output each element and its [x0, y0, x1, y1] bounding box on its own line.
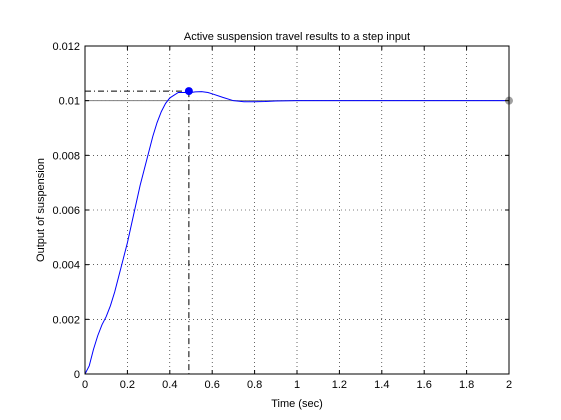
y-tick-label: 0.008: [52, 150, 80, 162]
series-line: [84, 91, 509, 375]
ticks: [84, 45, 510, 375]
chart-title: Active suspension travel results to a st…: [184, 31, 410, 43]
x-axis-title: Time (sec): [271, 398, 323, 410]
x-tick-label: 1.8: [459, 379, 474, 391]
x-tick-label: 0.2: [120, 379, 135, 391]
x-tick-label: 1.2: [332, 379, 347, 391]
y-tick-label: 0.006: [52, 205, 80, 217]
y-tick-labels: 0 0.002 0.004 0.006 0.008 0.01 0.012: [52, 41, 80, 381]
y-tick-label: 0.01: [59, 96, 80, 108]
x-tick-label: 0.8: [247, 379, 262, 391]
x-tick-label: 0: [82, 379, 88, 391]
x-tick-label: 1.4: [374, 379, 389, 391]
y-tick-label: 0: [74, 369, 80, 381]
y-tick-label: 0.012: [52, 41, 80, 53]
y-tick-label: 0.002: [52, 314, 80, 326]
x-tick-labels: 0 0.2 0.4 0.6 0.8 1 1.2 1.4 1.6 1.8 2: [82, 379, 512, 391]
x-tick-label: 0.4: [162, 379, 177, 391]
x-tick-label: 2: [506, 379, 512, 391]
peak-marker: [184, 87, 193, 96]
x-tick-label: 1.6: [417, 379, 432, 391]
x-tick-label: 1: [294, 379, 300, 391]
y-axis-title: Output of suspension: [35, 158, 47, 262]
x-tick-label: 0.6: [205, 379, 220, 391]
grid: [85, 46, 509, 374]
y-tick-label: 0.004: [52, 260, 80, 272]
